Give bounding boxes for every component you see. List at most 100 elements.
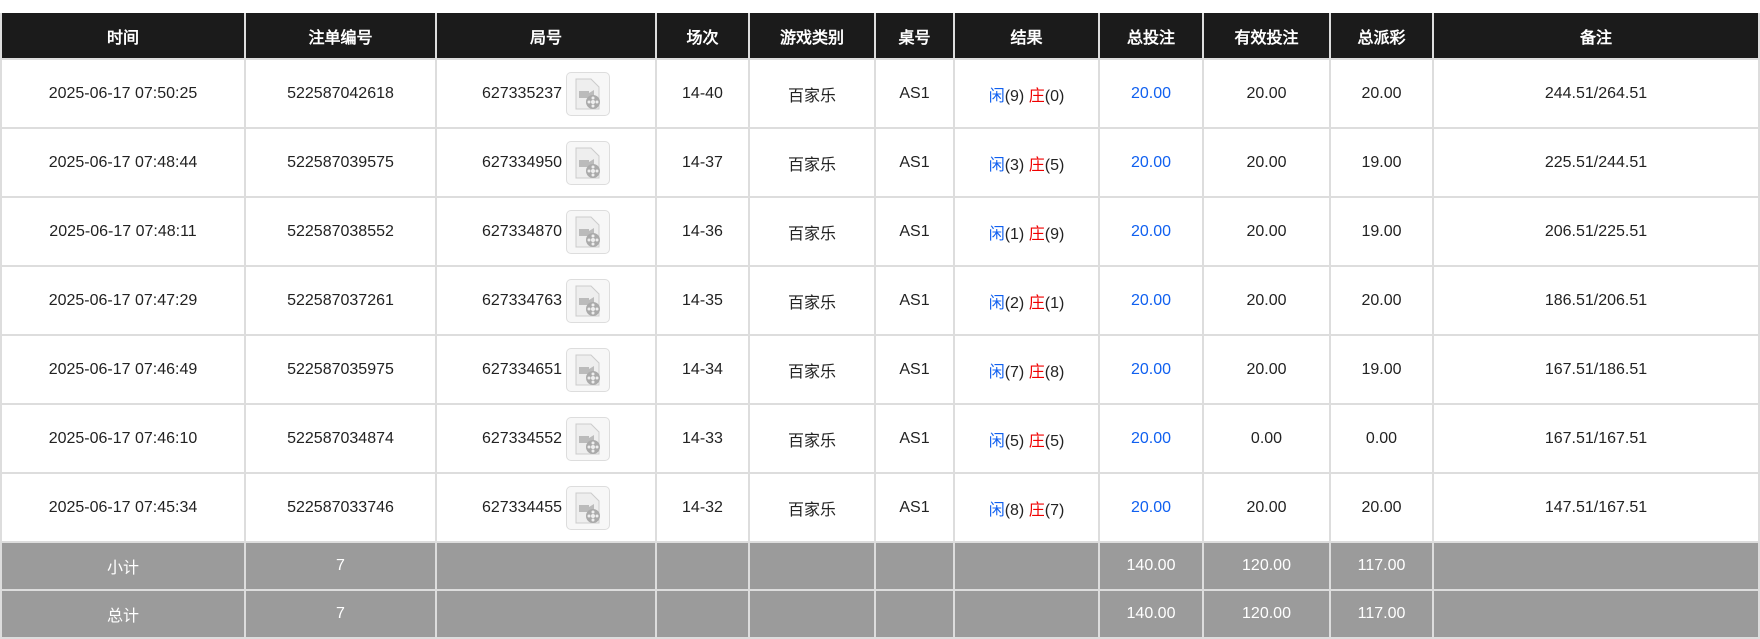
video-file-icon[interactable]: [566, 416, 611, 461]
shoe-cell-text: 14-35: [682, 291, 723, 309]
time-cell-text: 2025-06-17 07:46:49: [48, 360, 198, 378]
valid-bet-cell-text: 20.00: [1246, 153, 1287, 171]
game-type-cell: 百家乐: [748, 58, 876, 129]
table-number-cell-text: AS1: [899, 429, 930, 447]
empty-cell: [953, 589, 1100, 639]
bet-id-cell-text: 522587034874: [287, 429, 394, 447]
game-type-cell: 百家乐: [748, 472, 876, 543]
column-header: 有效投注: [1202, 13, 1331, 60]
empty-cell: [1432, 541, 1760, 591]
column-header: 结果: [953, 13, 1100, 60]
banker-score: (7): [1044, 501, 1065, 519]
note-cell: 167.51/167.51: [1432, 403, 1760, 474]
total-bet-cell: 20.00: [1098, 334, 1204, 405]
video-file-icon[interactable]: [566, 71, 611, 116]
player-label: 闲: [988, 294, 1005, 312]
shoe-cell-text: 14-36: [682, 222, 723, 240]
table-number-cell: AS1: [874, 334, 955, 405]
banker-label: 庄: [1028, 363, 1045, 381]
time-cell-text: 2025-06-17 07:46:10: [48, 429, 198, 447]
time-cell: 2025-06-17 07:48:44: [0, 127, 246, 198]
summary-valid-bet-text: 120.00: [1242, 557, 1291, 574]
summary-payout-text: 117.00: [1357, 605, 1406, 622]
empty-cell: [435, 541, 657, 591]
player-label: 闲: [988, 432, 1005, 450]
result-cell: 闲(8) 庄(7): [953, 472, 1100, 543]
table-number-cell-text: AS1: [899, 84, 930, 102]
bet-id-cell-text: 522587042618: [287, 84, 394, 102]
game-type-cell: 百家乐: [748, 334, 876, 405]
table-row: 2025-06-17 07:47:29 522587037261 627334763…: [0, 265, 1760, 336]
game-type-cell-text: 百家乐: [787, 225, 836, 243]
empty-cell: [953, 541, 1100, 591]
note-cell-text: 186.51/206.51: [1544, 291, 1648, 309]
bet-id-cell-text: 522587038552: [287, 222, 394, 240]
banker-label: 庄: [1028, 501, 1045, 519]
payout-cell: 20.00: [1329, 58, 1434, 129]
time-cell-text: 2025-06-17 07:50:25: [48, 84, 198, 102]
video-file-icon[interactable]: [566, 485, 611, 530]
game-type-cell-text: 百家乐: [787, 87, 836, 105]
total-bet-cell-text: 20.00: [1130, 222, 1172, 240]
banker-score: (8): [1044, 363, 1065, 381]
empty-cell: [1432, 589, 1760, 639]
shoe-cell-text: 14-40: [682, 84, 723, 102]
total-bet-cell-text: 20.00: [1130, 84, 1172, 102]
total-bet-cell: 20.00: [1098, 127, 1204, 198]
valid-bet-cell-text: 20.00: [1246, 360, 1287, 378]
round-cell: 627334651: [435, 334, 657, 405]
video-file-icon[interactable]: [566, 347, 611, 392]
time-cell: 2025-06-17 07:46:49: [0, 334, 246, 405]
player-score: (9): [1004, 87, 1025, 105]
valid-bet-cell: 20.00: [1202, 334, 1331, 405]
table-row: 2025-06-17 07:46:10 522587034874 627334552…: [0, 403, 1760, 474]
valid-bet-cell: 20.00: [1202, 127, 1331, 198]
payout-cell: 20.00: [1329, 472, 1434, 543]
game-type-cell-text: 百家乐: [787, 432, 836, 450]
round-cell: 627334763: [435, 265, 657, 336]
banker-label: 庄: [1028, 432, 1045, 450]
shoe-cell-text: 14-32: [682, 498, 723, 516]
player-label: 闲: [988, 501, 1005, 519]
payout-cell: 19.00: [1329, 334, 1434, 405]
table-number-cell-text: AS1: [899, 153, 930, 171]
column-header: 注单编号: [244, 13, 437, 60]
shoe-cell-text: 14-33: [682, 429, 723, 447]
note-cell-text: 147.51/167.51: [1544, 498, 1648, 516]
game-type-cell-text: 百家乐: [787, 156, 836, 174]
shoe-cell: 14-40: [655, 58, 750, 129]
summary-total-bet-text: 140.00: [1126, 557, 1176, 574]
valid-bet-cell: 20.00: [1202, 472, 1331, 543]
column-header: 场次: [655, 13, 750, 60]
summary-payout-text: 117.00: [1357, 557, 1406, 574]
video-file-icon[interactable]: [566, 209, 611, 254]
table-number-cell-text: AS1: [899, 222, 930, 240]
valid-bet-cell: 20.00: [1202, 196, 1331, 267]
bet-id-cell-text: 522587037261: [287, 291, 394, 309]
bet-id-cell-text: 522587033746: [287, 498, 394, 516]
total-bet-cell: 20.00: [1098, 196, 1204, 267]
video-file-icon[interactable]: [566, 140, 611, 185]
valid-bet-cell: 20.00: [1202, 58, 1331, 129]
bet-records-table: 时间 注单编号 局号 场次 游戏类别 桌号 结果 总投注 有效投注 总派彩 备注 2025-06-1…: [0, 13, 1760, 639]
table-number-cell: AS1: [874, 265, 955, 336]
bet-id-cell: 522587038552: [244, 196, 437, 267]
column-header: 桌号: [874, 13, 955, 60]
column-header: 局号: [435, 13, 657, 60]
table-number-cell: AS1: [874, 58, 955, 129]
player-score: (8): [1004, 501, 1025, 519]
table-number-cell: AS1: [874, 127, 955, 198]
empty-cell: [748, 541, 876, 591]
total-bet-cell: 20.00: [1098, 265, 1204, 336]
video-file-icon[interactable]: [566, 278, 611, 323]
time-cell: 2025-06-17 07:47:29: [0, 265, 246, 336]
empty-cell: [748, 589, 876, 639]
summary-payout: 117.00: [1329, 541, 1434, 591]
valid-bet-cell-text: 20.00: [1246, 84, 1287, 102]
total-bet-cell-text: 20.00: [1130, 429, 1172, 447]
round-cell: 627335237: [435, 58, 657, 129]
game-type-cell-text: 百家乐: [787, 294, 836, 312]
valid-bet-cell-text: 20.00: [1246, 498, 1287, 516]
shoe-cell: 14-35: [655, 265, 750, 336]
payout-cell-text: 0.00: [1365, 429, 1398, 447]
